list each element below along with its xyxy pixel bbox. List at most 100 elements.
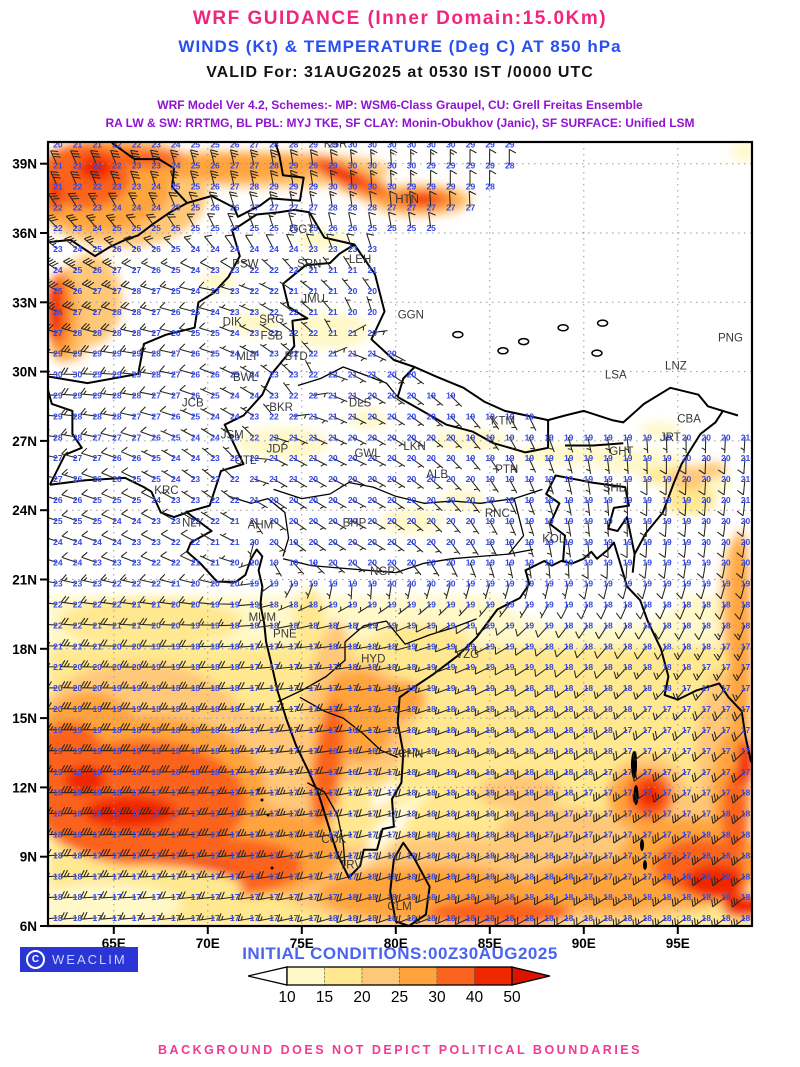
svg-text:17: 17 [289, 829, 299, 839]
svg-text:18: 18 [426, 850, 436, 860]
svg-text:20: 20 [353, 989, 371, 1006]
svg-text:17: 17 [230, 913, 240, 923]
svg-text:18: 18 [485, 704, 495, 714]
svg-text:30: 30 [348, 181, 358, 191]
svg-text:19: 19 [525, 600, 535, 610]
svg-text:25: 25 [289, 223, 299, 233]
svg-text:19: 19 [466, 432, 476, 442]
svg-text:20: 20 [407, 411, 417, 421]
svg-text:18: 18 [643, 892, 653, 902]
svg-text:25: 25 [426, 223, 436, 233]
svg-text:18: 18 [466, 829, 476, 839]
svg-text:22: 22 [112, 579, 122, 589]
svg-text:17: 17 [151, 850, 161, 860]
svg-text:22: 22 [92, 161, 102, 171]
svg-text:20: 20 [368, 474, 378, 484]
svg-text:20: 20 [348, 495, 358, 505]
svg-text:17: 17 [721, 704, 731, 714]
svg-text:25: 25 [53, 286, 63, 296]
svg-text:20: 20 [682, 453, 692, 463]
svg-text:19: 19 [682, 537, 692, 547]
svg-text:18: 18 [210, 662, 220, 672]
svg-text:27: 27 [446, 202, 456, 212]
svg-text:19: 19 [269, 579, 279, 589]
svg-text:22: 22 [191, 516, 201, 526]
svg-text:17: 17 [230, 829, 240, 839]
svg-text:30: 30 [368, 161, 378, 171]
svg-text:18: 18 [584, 600, 594, 610]
svg-text:19: 19 [525, 537, 535, 547]
svg-text:23: 23 [151, 161, 161, 171]
svg-text:27: 27 [92, 307, 102, 317]
svg-text:22: 22 [289, 349, 299, 359]
svg-text:17: 17 [328, 871, 338, 881]
svg-text:21: 21 [348, 390, 358, 400]
svg-text:19: 19 [132, 704, 142, 714]
svg-text:19: 19 [112, 683, 122, 693]
svg-text:17: 17 [348, 850, 358, 860]
svg-text:19: 19 [446, 620, 456, 630]
svg-text:26: 26 [92, 265, 102, 275]
svg-text:19: 19 [525, 495, 535, 505]
svg-text:25: 25 [191, 411, 201, 421]
svg-text:20: 20 [387, 516, 397, 526]
logo-text: WEACLIM [52, 952, 127, 967]
svg-text:23: 23 [250, 328, 260, 338]
svg-text:17: 17 [682, 746, 692, 756]
svg-text:22: 22 [151, 558, 161, 568]
svg-text:18: 18 [112, 725, 122, 735]
svg-text:21: 21 [269, 453, 279, 463]
svg-text:18: 18 [348, 892, 358, 902]
svg-text:21: 21 [230, 516, 240, 526]
svg-text:24: 24 [112, 537, 122, 547]
svg-text:17: 17 [92, 850, 102, 860]
svg-text:25: 25 [171, 286, 181, 296]
svg-text:20: 20 [171, 620, 181, 630]
svg-text:27: 27 [466, 202, 476, 212]
weaclim-logo[interactable]: C WEACLIM [20, 947, 138, 972]
station-label-jmu: JMU [301, 293, 325, 305]
svg-text:18: 18 [701, 641, 711, 651]
svg-text:20: 20 [348, 474, 358, 484]
svg-text:18: 18 [328, 620, 338, 630]
svg-text:19: 19 [348, 600, 358, 610]
svg-text:17: 17 [721, 788, 731, 798]
station-label-ksr: KSR [324, 139, 348, 151]
svg-text:18: 18 [466, 767, 476, 777]
svg-text:22: 22 [289, 265, 299, 275]
station-label-cok: COK [321, 834, 346, 846]
svg-text:25: 25 [191, 202, 201, 212]
svg-text:26: 26 [112, 453, 122, 463]
svg-text:70E: 70E [196, 936, 220, 951]
svg-text:17: 17 [623, 850, 633, 860]
svg-text:20: 20 [191, 579, 201, 589]
svg-text:19: 19 [662, 453, 672, 463]
svg-text:17: 17 [682, 850, 692, 860]
svg-text:25: 25 [92, 244, 102, 254]
svg-text:24: 24 [230, 390, 240, 400]
svg-text:20: 20 [132, 662, 142, 672]
svg-text:18: 18 [92, 767, 102, 777]
svg-text:19: 19 [485, 600, 495, 610]
svg-text:18: 18 [584, 662, 594, 672]
svg-text:24: 24 [151, 495, 161, 505]
svg-text:20: 20 [426, 453, 436, 463]
svg-text:19: 19 [328, 579, 338, 589]
svg-text:20: 20 [230, 579, 240, 589]
svg-text:22: 22 [230, 453, 240, 463]
svg-text:17: 17 [407, 746, 417, 756]
svg-text:20: 20 [721, 432, 731, 442]
svg-text:17: 17 [348, 683, 358, 693]
svg-text:18: 18 [682, 871, 692, 881]
svg-text:17: 17 [309, 871, 319, 881]
svg-text:25: 25 [210, 140, 220, 150]
svg-text:18: 18 [466, 704, 476, 714]
svg-text:21: 21 [250, 516, 260, 526]
svg-text:17: 17 [701, 767, 711, 777]
svg-text:22: 22 [230, 495, 240, 505]
svg-text:18: 18 [230, 683, 240, 693]
svg-text:18: 18 [230, 704, 240, 714]
svg-text:21: 21 [289, 432, 299, 442]
svg-text:21: 21 [741, 453, 751, 463]
svg-text:17: 17 [662, 850, 672, 860]
